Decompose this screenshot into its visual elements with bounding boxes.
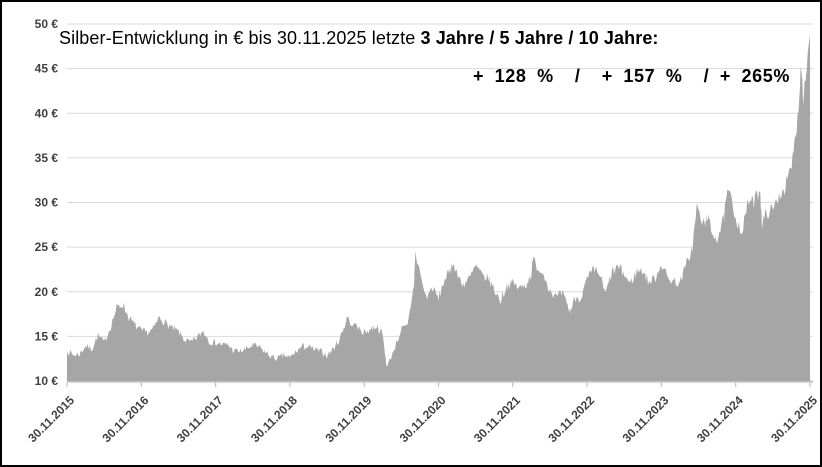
- x-axis-tick-label: 30.11.2024: [694, 393, 746, 445]
- x-axis-tick-label: 30.11.2025: [768, 393, 820, 445]
- y-axis-tick-label: 20 €: [35, 285, 59, 299]
- x-axis-tick-label: 30.11.2020: [397, 393, 449, 445]
- y-axis-tick-label: 30 €: [35, 196, 59, 210]
- x-axis-tick-label: 30.11.2018: [248, 393, 300, 445]
- y-axis-tick-label: 40 €: [35, 106, 59, 120]
- chart-returns-annotation: + 128 % / + 157 % / + 265%: [472, 66, 790, 86]
- x-axis-tick-label: 30.11.2015: [25, 393, 77, 445]
- y-axis-tick-label: 35 €: [35, 151, 59, 165]
- y-axis-tick-label: 50 €: [35, 17, 59, 31]
- chart-title-bold: 3 Jahre / 5 Jahre / 10 Jahre:: [420, 28, 659, 48]
- y-axis-tick-label: 45 €: [35, 62, 59, 76]
- x-axis-tick-label: 30.11.2022: [545, 393, 597, 445]
- y-axis-tick-label: 25 €: [35, 240, 59, 254]
- chart-title: Silber-Entwicklung in € bis 30.11.2025 l…: [59, 28, 659, 49]
- x-axis-tick-label: 30.11.2021: [471, 393, 523, 445]
- x-axis-tick-label: 30.11.2023: [620, 393, 672, 445]
- x-axis-tick-label: 30.11.2017: [174, 393, 226, 445]
- y-axis-tick-label: 15 €: [35, 329, 59, 343]
- x-axis-tick-label: 30.11.2016: [100, 393, 152, 445]
- x-axis-tick-label: 30.11.2019: [322, 393, 374, 445]
- chart-title-regular: Silber-Entwicklung in € bis 30.11.2025 l…: [59, 28, 421, 48]
- y-axis-tick-label: 10 €: [35, 374, 59, 388]
